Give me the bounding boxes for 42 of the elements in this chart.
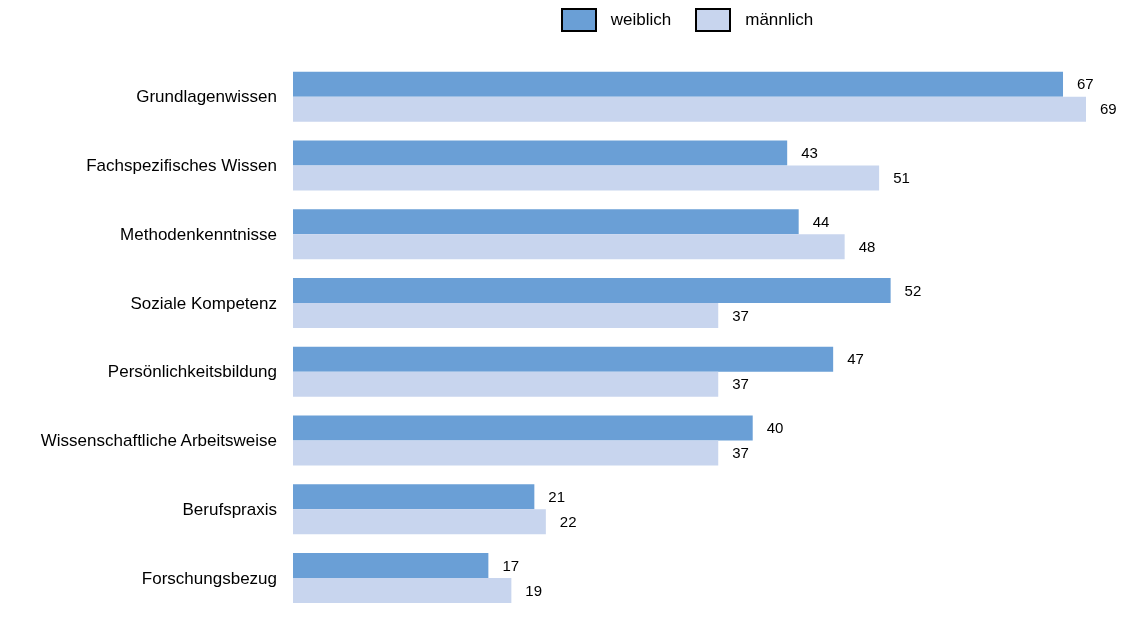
bar xyxy=(293,577,512,603)
bar xyxy=(293,209,799,235)
y-tick-label: Persönlichkeitsbildung xyxy=(107,362,277,382)
data-label: 19 xyxy=(525,581,543,599)
data-label: 22 xyxy=(559,512,577,530)
y-tick-label: Fachspezifisches Wissen xyxy=(86,156,277,176)
y-tick-label: Forschungsbezug xyxy=(141,568,277,588)
bar xyxy=(293,346,834,372)
bar xyxy=(293,552,489,578)
bar xyxy=(293,165,880,191)
data-label: 44 xyxy=(812,212,830,230)
y-tick-label: Methodenkenntnisse xyxy=(120,224,277,244)
legend-label: weiblich xyxy=(610,10,672,30)
bar xyxy=(293,302,719,328)
data-label: 43 xyxy=(801,144,818,162)
data-label: 21 xyxy=(548,487,566,505)
y-tick-label: Wissenschaftliche Arbeitsweise xyxy=(40,431,277,451)
data-label: 47 xyxy=(847,350,864,368)
data-label: 69 xyxy=(1100,100,1117,118)
bar xyxy=(293,371,719,397)
bar xyxy=(293,484,535,510)
bar xyxy=(293,234,845,260)
bar xyxy=(293,440,719,466)
bar xyxy=(293,509,546,535)
y-tick-label: Grundlagenwissen xyxy=(136,87,277,107)
data-label: 40 xyxy=(766,419,784,437)
data-label: 67 xyxy=(1077,75,1094,93)
data-label: 48 xyxy=(858,237,876,255)
data-label: 17 xyxy=(502,556,520,574)
data-label: 52 xyxy=(904,281,922,299)
data-label: 37 xyxy=(732,444,749,462)
bar xyxy=(293,96,1086,122)
data-label: 51 xyxy=(893,169,910,187)
bar xyxy=(293,71,1064,97)
bar xyxy=(293,415,753,441)
data-label: 37 xyxy=(732,375,749,393)
legend-label: männlich xyxy=(745,10,814,30)
bar xyxy=(293,140,788,166)
y-tick-label: Berufspraxis xyxy=(182,499,277,519)
data-label: 37 xyxy=(732,306,749,324)
bar xyxy=(293,277,891,303)
y-tick-label: Soziale Kompetenz xyxy=(130,293,277,313)
